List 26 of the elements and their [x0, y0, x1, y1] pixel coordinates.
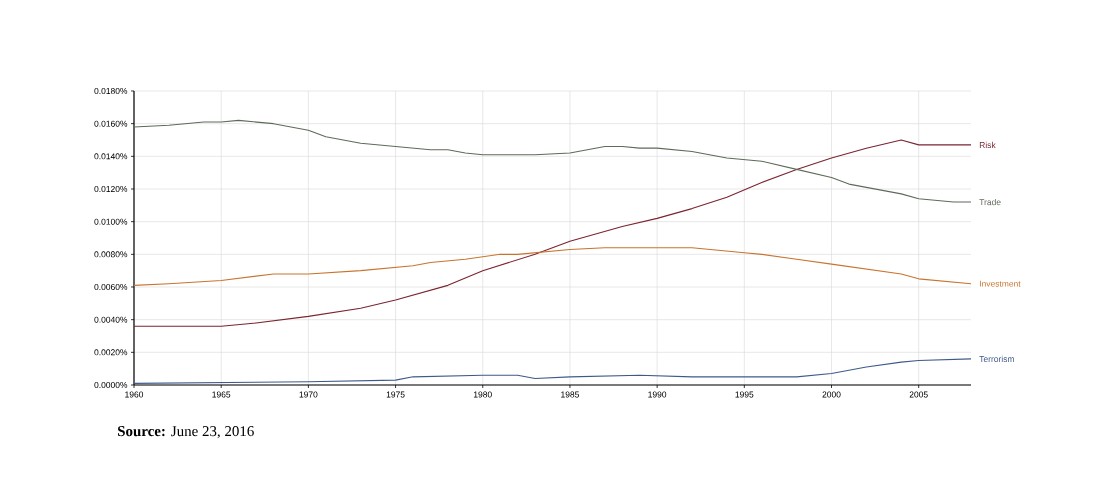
y-tick-label: 0.0000%: [94, 382, 128, 388]
x-tick-label: 1965: [212, 391, 231, 398]
y-tick-label: 0.0180%: [94, 88, 128, 94]
y-tick-label: 0.0140%: [94, 153, 128, 160]
text: Source: June 23, 2016: [118, 426, 254, 439]
y-tick-label: 0.0060%: [94, 284, 128, 290]
series-label: Terrorism: [979, 355, 1014, 362]
series-label: Risk: [979, 141, 996, 148]
line-series: [133, 139, 972, 327]
series-label: Investment: [979, 280, 1021, 287]
x-tick-label: 1975: [386, 391, 405, 398]
y-tick-label: 0.0160%: [94, 120, 128, 127]
x-tick-label: 1985: [561, 391, 579, 398]
y-tick-label: 0.0120%: [94, 186, 128, 192]
y-tick-label: 0.0020%: [94, 349, 128, 356]
x-tick-label: 2000: [822, 391, 841, 398]
y-tick-label: 0.0080%: [94, 251, 128, 258]
x-tick-label: 1995: [735, 391, 754, 398]
x-tick-label: 1960: [125, 391, 144, 398]
y-tick-label: 0.0040%: [94, 316, 128, 323]
x-tick-label: 1990: [648, 391, 667, 398]
x-tick-label: 1970: [299, 391, 318, 398]
x-tick-label: 1980: [473, 391, 492, 398]
y-tick-label: 0.0100%: [94, 218, 128, 225]
x-tick-label: 2005: [909, 391, 928, 398]
series-label: Trade: [979, 198, 1001, 206]
